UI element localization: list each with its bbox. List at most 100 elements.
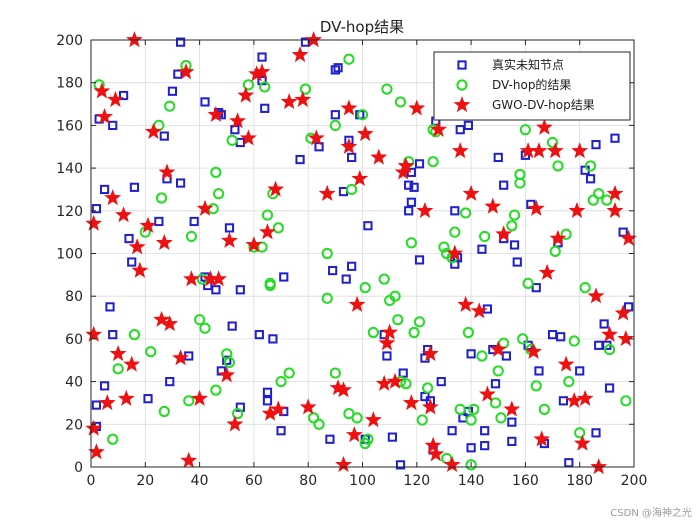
data-point-circle (223, 356, 236, 368)
data-point-star (573, 434, 591, 451)
data-point-square (105, 302, 115, 312)
data-point-star (229, 112, 247, 129)
data-point-square (436, 377, 446, 387)
data-point-circle (128, 329, 141, 341)
data-point-square (591, 140, 601, 150)
data-point-circle (155, 192, 168, 204)
data-point-circle (479, 230, 491, 243)
x-tick-label: 60 (245, 473, 263, 489)
data-point-circle (199, 322, 211, 334)
data-point-square (556, 332, 566, 342)
data-point-circle (183, 395, 195, 407)
data-point-square (564, 458, 574, 468)
data-point-star (557, 355, 575, 372)
data-point-circle (299, 83, 312, 95)
data-point-star (462, 184, 480, 201)
data-point-star (139, 216, 157, 233)
data-point-star (381, 323, 399, 340)
data-point-star (421, 344, 439, 362)
data-point-star (549, 229, 567, 246)
x-tick-label: 140 (458, 473, 485, 489)
data-point-star (155, 233, 173, 250)
data-point-star (294, 90, 312, 107)
data-point-circle (522, 277, 534, 289)
data-point-square (507, 417, 517, 427)
y-tick-label: 100 (56, 247, 83, 263)
data-point-square (175, 178, 186, 188)
data-point-circle (389, 290, 401, 302)
data-point-circle (465, 459, 477, 471)
data-point-circle (416, 414, 428, 426)
data-point-star (416, 201, 434, 218)
data-point-circle (329, 119, 341, 132)
data-point-star (427, 445, 445, 462)
data-point-star (240, 129, 257, 146)
data-point-circle (584, 160, 597, 172)
data-point-square (254, 330, 264, 340)
data-point-star (107, 90, 124, 107)
data-point-square (447, 426, 457, 436)
data-point-square (493, 152, 503, 163)
data-point-star (221, 231, 238, 248)
data-point-square (363, 221, 373, 231)
data-point-star (237, 86, 255, 103)
legend-markers (453, 60, 471, 113)
data-point-circle (283, 367, 295, 379)
y-tick-label: 0 (74, 460, 83, 476)
data-point-square (480, 426, 490, 436)
data-point-square (610, 133, 620, 143)
data-point-star (402, 394, 420, 411)
data-point-star (430, 120, 447, 137)
data-point-circle (272, 222, 284, 234)
data-point-star (85, 325, 103, 342)
y-tick-label: 160 (56, 118, 83, 134)
data-point-star (606, 184, 624, 201)
data-point-square (406, 197, 416, 207)
data-point-circle (408, 326, 420, 339)
data-point-star (177, 63, 195, 80)
data-point-star (535, 118, 553, 135)
data-point-square (409, 182, 419, 192)
data-point-star (259, 223, 276, 240)
data-point-circle (476, 350, 488, 362)
data-point-circle (492, 365, 504, 377)
data-point-circle (530, 380, 542, 392)
data-point-square (490, 379, 501, 389)
data-point-circle (413, 316, 426, 328)
data-point-circle (226, 134, 238, 146)
data-point-square (108, 330, 118, 340)
legend-label-dvhop: DV-hop的结果 (492, 77, 571, 92)
data-point-star (446, 244, 464, 261)
x-tick-label: 180 (566, 473, 593, 489)
data-point-circle (422, 382, 434, 394)
data-point-star (85, 214, 103, 231)
data-point-square (395, 460, 406, 470)
data-point-circle (587, 194, 599, 206)
data-point-circle (563, 376, 575, 388)
data-point-square (127, 257, 137, 267)
data-point-square (599, 319, 609, 329)
data-point-star (614, 304, 632, 321)
data-point-square (91, 400, 102, 410)
data-point-star (546, 142, 564, 159)
data-point-star (123, 355, 141, 372)
data-point-star (397, 157, 415, 174)
y-tick-label: 20 (65, 417, 83, 433)
data-point-square (295, 154, 305, 165)
legend-label-gwo: GWO-DV-hop结果 (492, 98, 595, 112)
data-point-star (145, 122, 162, 139)
data-point-circle (514, 177, 526, 189)
data-point-star (408, 99, 426, 116)
data-point-star (172, 349, 190, 366)
data-point-star (253, 63, 271, 80)
data-point-square (175, 37, 186, 47)
data-point-square (222, 355, 232, 365)
data-point-circle (242, 79, 255, 91)
data-point-circle (346, 183, 358, 196)
series-2 (85, 31, 637, 475)
data-point-square (262, 396, 273, 406)
x-tick-label: 160 (512, 473, 539, 489)
data-point-square (325, 434, 335, 444)
data-point-circle (546, 136, 559, 149)
data-point-star (126, 31, 143, 48)
